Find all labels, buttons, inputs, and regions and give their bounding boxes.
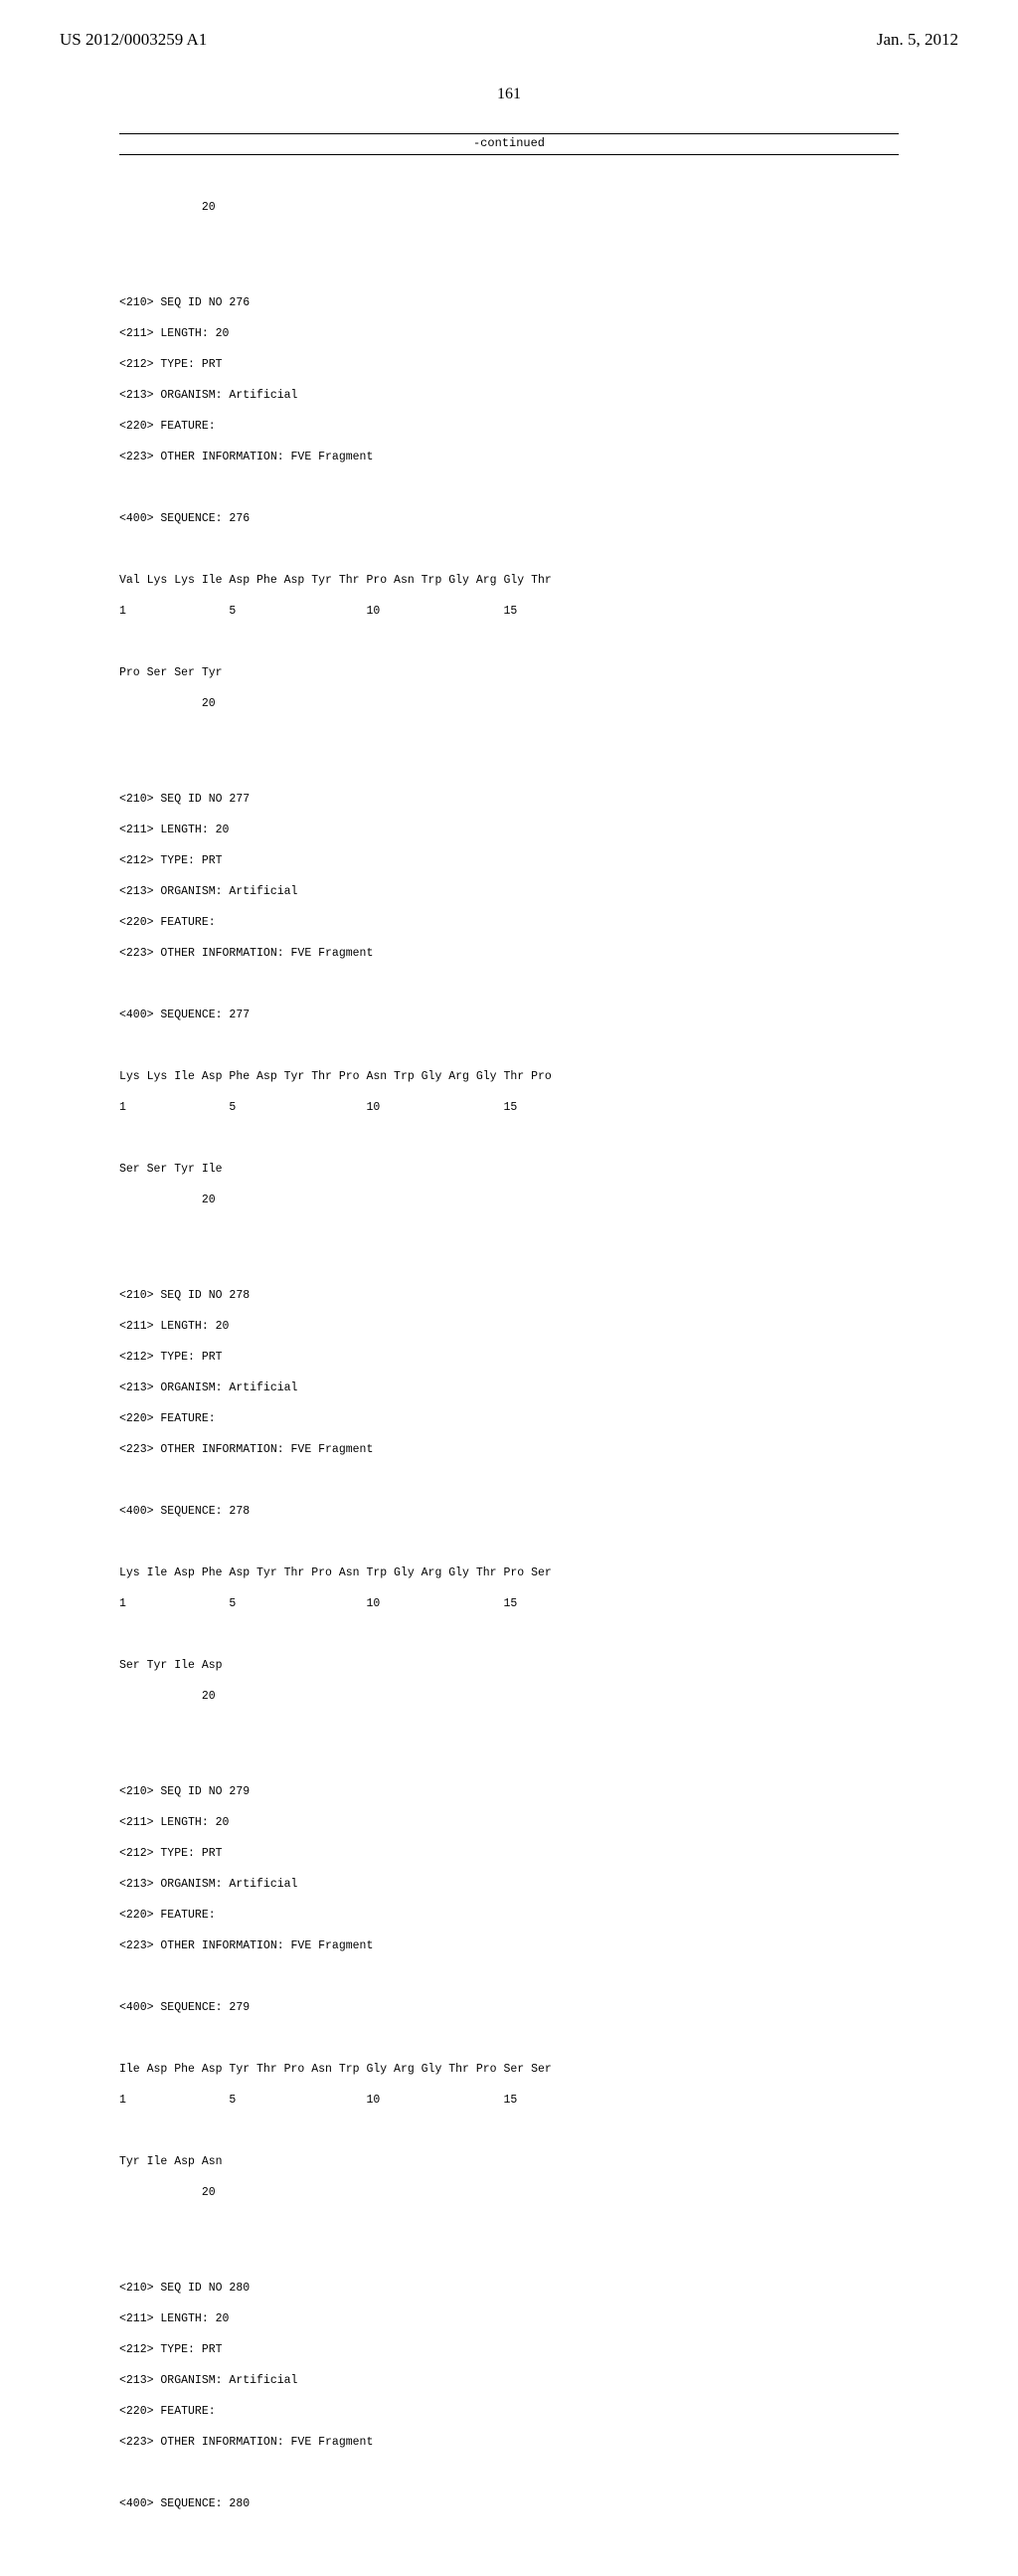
feature-line: <220> FEATURE:: [119, 2404, 899, 2420]
blank-line: [119, 977, 899, 993]
residue-row: Ser Ser Tyr Ile: [119, 1162, 899, 1178]
sequence-block: <210> SEQ ID NO 278 <211> LENGTH: 20 <21…: [119, 1272, 899, 1720]
type-line: <212> TYPE: PRT: [119, 357, 899, 373]
blank-line: [119, 2466, 899, 2482]
blank-line: [119, 1627, 899, 1643]
feature-line: <220> FEATURE:: [119, 419, 899, 435]
position-row: 1 5 10 15: [119, 1596, 899, 1612]
organism-line: <213> ORGANISM: Artificial: [119, 1877, 899, 1893]
page-number: 161: [0, 86, 1018, 103]
blank-line: [119, 635, 899, 650]
residue-row: Ile Asp Phe Asp Tyr Thr Pro Asn Trp Gly …: [119, 2062, 899, 2078]
page-header: US 2012/0003259 A1 Jan. 5, 2012: [0, 0, 1018, 58]
position-row: 1 5 10 15: [119, 604, 899, 620]
length-line: <211> LENGTH: 20: [119, 2311, 899, 2327]
sequence-listing: 20 <210> SEQ ID NO 276 <211> LENGTH: 20 …: [0, 169, 1018, 2576]
type-line: <212> TYPE: PRT: [119, 2342, 899, 2358]
seq-id-line: <210> SEQ ID NO 279: [119, 1784, 899, 1800]
seq-id-line: <210> SEQ ID NO 280: [119, 2281, 899, 2297]
residue-row: Tyr Ile Asp Asn: [119, 2154, 899, 2170]
sequence-block: <210> SEQ ID NO 279 <211> LENGTH: 20 <21…: [119, 1768, 899, 2216]
type-line: <212> TYPE: PRT: [119, 853, 899, 869]
blank-line: [119, 1535, 899, 1551]
position-line: 20: [119, 200, 899, 216]
position-row: 1 5 10 15: [119, 1100, 899, 1116]
residue-row: Lys Ile Asp Phe Asp Tyr Thr Pro Asn Trp …: [119, 1565, 899, 1581]
divider-mid: [119, 154, 899, 155]
seq-id-line: <210> SEQ ID NO 276: [119, 295, 899, 311]
length-line: <211> LENGTH: 20: [119, 1319, 899, 1335]
sequence-block: <210> SEQ ID NO 280 <211> LENGTH: 20 <21…: [119, 2265, 899, 2527]
position-row: 20: [119, 2185, 899, 2201]
position-row: 20: [119, 696, 899, 712]
blank-line: [119, 1473, 899, 1489]
sequence-header-line: <400> SEQUENCE: 280: [119, 2496, 899, 2512]
sequence-header-line: <400> SEQUENCE: 278: [119, 1504, 899, 1520]
other-info-line: <223> OTHER INFORMATION: FVE Fragment: [119, 946, 899, 962]
continued-label: -continued: [0, 136, 1018, 150]
residue-row: Ser Tyr Ile Asp: [119, 1658, 899, 1674]
blank-line: [119, 1038, 899, 1054]
type-line: <212> TYPE: PRT: [119, 1846, 899, 1862]
type-line: <212> TYPE: PRT: [119, 1350, 899, 1366]
position-row: 1 5 10 15: [119, 2093, 899, 2109]
blank-line: [119, 542, 899, 558]
blank-line: [119, 2031, 899, 2047]
feature-line: <220> FEATURE:: [119, 915, 899, 931]
residue-row: Lys Lys Ile Asp Phe Asp Tyr Thr Pro Asn …: [119, 1069, 899, 1085]
sequence-block: <210> SEQ ID NO 277 <211> LENGTH: 20 <21…: [119, 776, 899, 1223]
organism-line: <213> ORGANISM: Artificial: [119, 1380, 899, 1396]
sequence-header-line: <400> SEQUENCE: 279: [119, 2000, 899, 2016]
sequence-header-line: <400> SEQUENCE: 276: [119, 511, 899, 527]
organism-line: <213> ORGANISM: Artificial: [119, 2373, 899, 2389]
length-line: <211> LENGTH: 20: [119, 1815, 899, 1831]
feature-line: <220> FEATURE:: [119, 1908, 899, 1924]
divider-top: [119, 133, 899, 134]
blank-line: [119, 1969, 899, 1985]
organism-line: <213> ORGANISM: Artificial: [119, 884, 899, 900]
seq-id-line: <210> SEQ ID NO 277: [119, 792, 899, 808]
other-info-line: <223> OTHER INFORMATION: FVE Fragment: [119, 1938, 899, 1954]
blank-line: [119, 2123, 899, 2139]
top-remainder-block: 20: [119, 185, 899, 232]
length-line: <211> LENGTH: 20: [119, 823, 899, 838]
position-row: 20: [119, 1689, 899, 1705]
blank-line: [119, 480, 899, 496]
publication-number: US 2012/0003259 A1: [60, 30, 207, 50]
sequence-header-line: <400> SEQUENCE: 277: [119, 1008, 899, 1023]
feature-line: <220> FEATURE:: [119, 1411, 899, 1427]
blank-line: [119, 1131, 899, 1147]
organism-line: <213> ORGANISM: Artificial: [119, 388, 899, 404]
other-info-line: <223> OTHER INFORMATION: FVE Fragment: [119, 2435, 899, 2451]
position-row: 20: [119, 1193, 899, 1208]
seq-id-line: <210> SEQ ID NO 278: [119, 1288, 899, 1304]
residue-row: Pro Ser Ser Tyr: [119, 665, 899, 681]
residue-row: Val Lys Lys Ile Asp Phe Asp Tyr Thr Pro …: [119, 573, 899, 589]
other-info-line: <223> OTHER INFORMATION: FVE Fragment: [119, 1442, 899, 1458]
other-info-line: <223> OTHER INFORMATION: FVE Fragment: [119, 450, 899, 465]
length-line: <211> LENGTH: 20: [119, 326, 899, 342]
publication-date: Jan. 5, 2012: [877, 30, 958, 50]
sequence-block: <210> SEQ ID NO 276 <211> LENGTH: 20 <21…: [119, 279, 899, 727]
